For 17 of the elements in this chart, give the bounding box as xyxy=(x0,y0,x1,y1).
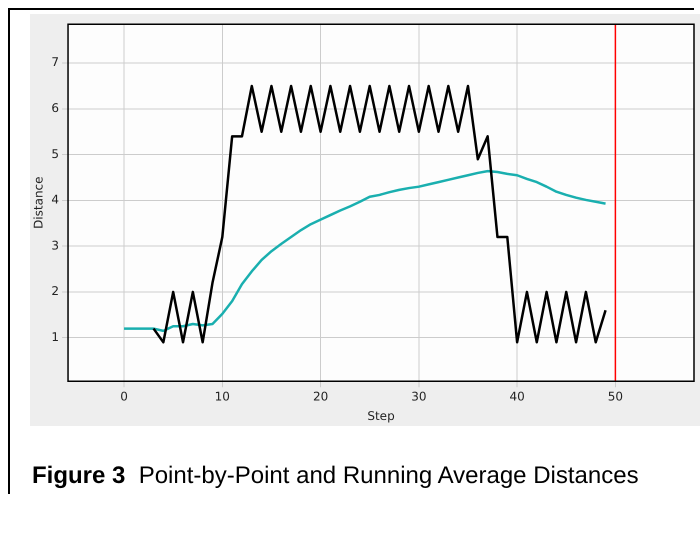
x-tick-label: 0 xyxy=(120,390,128,404)
x-tick-label: 50 xyxy=(608,390,624,404)
x-tick-label: 20 xyxy=(312,390,328,404)
text: Figure 3 xyxy=(32,462,126,489)
x-axis-title: Step xyxy=(367,408,395,423)
y-tick-label: 3 xyxy=(51,238,60,252)
y-tick-label: 7 xyxy=(51,55,60,70)
y-tick-label: 4 xyxy=(51,192,60,207)
text: Point-by-Point and Running Average Distances xyxy=(138,462,639,489)
y-tick-label: 2 xyxy=(51,284,60,298)
y-tick-label: 1 xyxy=(51,330,60,344)
x-tick-label: 30 xyxy=(411,390,426,404)
x-tick-label: 40 xyxy=(509,390,525,404)
x-tick-label: 10 xyxy=(214,390,230,404)
y-axis-title: Distance xyxy=(31,176,46,229)
y-tick-label: 6 xyxy=(51,101,60,115)
y-tick-label: 5 xyxy=(51,146,60,161)
